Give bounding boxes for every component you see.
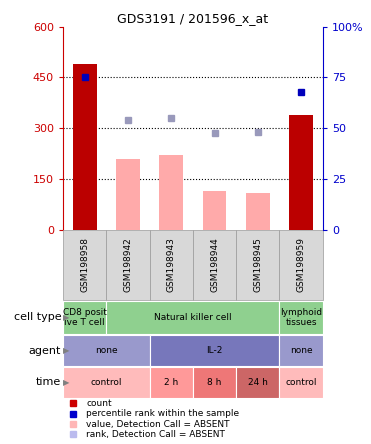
- Text: control: control: [91, 378, 122, 387]
- Text: GSM198943: GSM198943: [167, 238, 176, 292]
- Bar: [289, 115, 313, 230]
- Text: count: count: [86, 399, 112, 408]
- Bar: [279, 367, 323, 398]
- Text: Natural killer cell: Natural killer cell: [154, 313, 232, 322]
- Text: none: none: [95, 346, 118, 355]
- Text: ▶: ▶: [63, 346, 70, 355]
- Text: 2 h: 2 h: [164, 378, 178, 387]
- Bar: [63, 367, 150, 398]
- Bar: [150, 367, 193, 398]
- Text: GSM198942: GSM198942: [124, 238, 132, 292]
- Bar: [63, 335, 150, 366]
- Text: CD8 posit
ive T cell: CD8 posit ive T cell: [63, 308, 106, 327]
- Bar: [193, 367, 236, 398]
- Text: value, Detection Call = ABSENT: value, Detection Call = ABSENT: [86, 420, 230, 428]
- Text: agent: agent: [29, 345, 61, 356]
- Text: lymphoid
tissues: lymphoid tissues: [280, 308, 322, 327]
- Text: GSM198945: GSM198945: [253, 238, 262, 292]
- Bar: [106, 301, 279, 334]
- Bar: [246, 193, 270, 230]
- Text: cell type: cell type: [14, 312, 61, 322]
- Text: control: control: [285, 378, 317, 387]
- Text: ▶: ▶: [63, 378, 70, 387]
- Bar: [63, 301, 106, 334]
- Bar: [203, 191, 226, 230]
- Text: 8 h: 8 h: [207, 378, 222, 387]
- Bar: [279, 335, 323, 366]
- Bar: [236, 367, 279, 398]
- Bar: [150, 230, 193, 300]
- Bar: [73, 64, 96, 230]
- Text: rank, Detection Call = ABSENT: rank, Detection Call = ABSENT: [86, 430, 225, 439]
- Bar: [279, 230, 323, 300]
- Bar: [106, 230, 150, 300]
- Text: GSM198958: GSM198958: [80, 238, 89, 292]
- Bar: [160, 155, 183, 230]
- Text: none: none: [290, 346, 312, 355]
- Text: time: time: [36, 377, 61, 387]
- Text: GSM198959: GSM198959: [297, 238, 306, 292]
- Bar: [193, 230, 236, 300]
- Title: GDS3191 / 201596_x_at: GDS3191 / 201596_x_at: [117, 12, 269, 25]
- Text: GSM198944: GSM198944: [210, 238, 219, 292]
- Bar: [150, 335, 279, 366]
- Text: 24 h: 24 h: [248, 378, 268, 387]
- Bar: [116, 159, 140, 230]
- Text: percentile rank within the sample: percentile rank within the sample: [86, 409, 240, 418]
- Bar: [279, 301, 323, 334]
- Text: ▶: ▶: [63, 313, 70, 322]
- Text: IL-2: IL-2: [206, 346, 223, 355]
- Bar: [236, 230, 279, 300]
- Bar: [63, 230, 106, 300]
